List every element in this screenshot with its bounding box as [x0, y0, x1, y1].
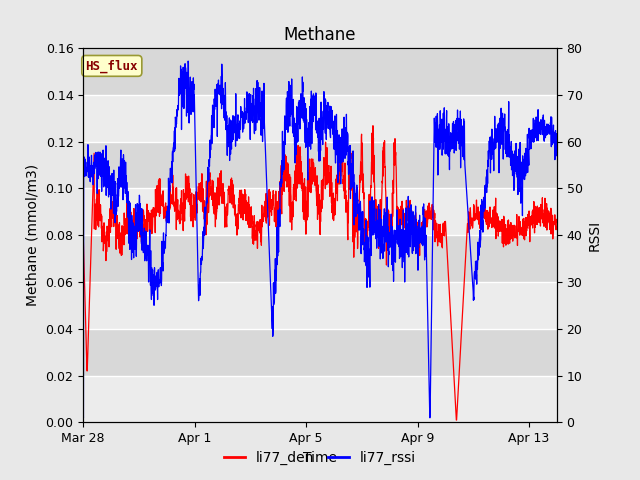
Bar — [83, 375, 557, 422]
Legend: li77_den, li77_rssi: li77_den, li77_rssi — [218, 445, 422, 471]
Text: HS_flux: HS_flux — [86, 59, 138, 72]
X-axis label: Time: Time — [303, 451, 337, 465]
Bar — [83, 188, 557, 235]
Bar — [83, 282, 557, 329]
Y-axis label: RSSI: RSSI — [588, 220, 602, 251]
Y-axis label: Methane (mmol/m3): Methane (mmol/m3) — [26, 164, 40, 306]
Title: Methane: Methane — [284, 25, 356, 44]
Bar — [83, 95, 557, 142]
